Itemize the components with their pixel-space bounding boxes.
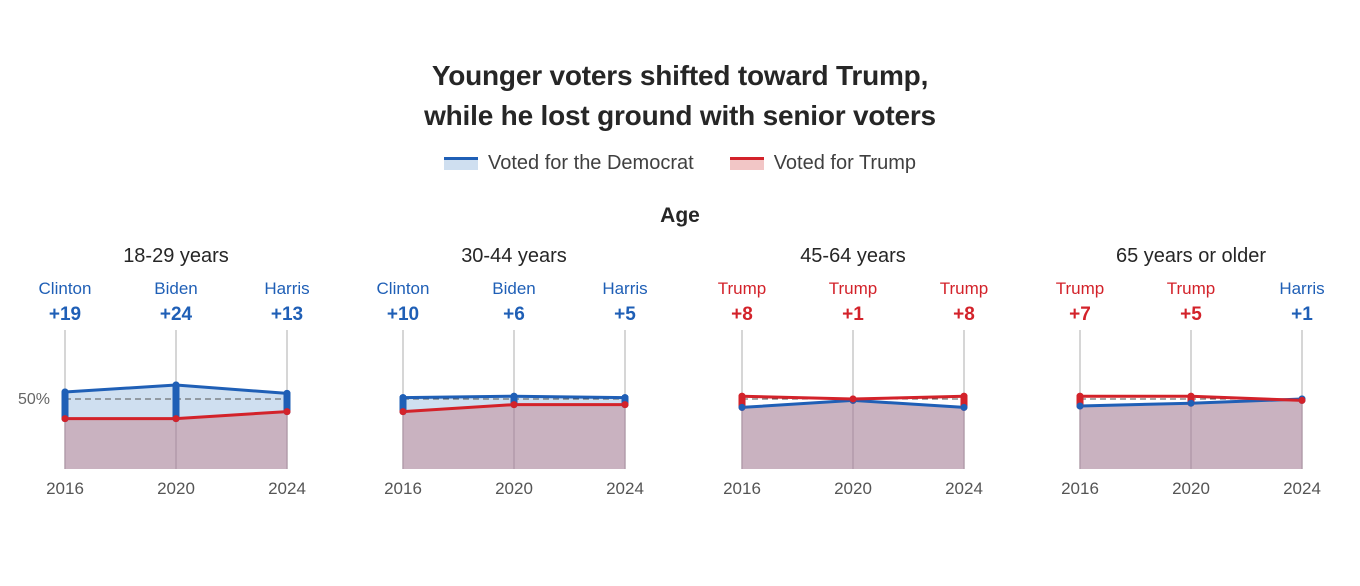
winner-name-label: Clinton: [39, 279, 92, 298]
trump-point: [172, 415, 180, 423]
winner-margin-label: +8: [953, 304, 975, 325]
x-tick-label: 2020: [834, 479, 872, 498]
democrat-point: [399, 394, 407, 402]
winner-margin-label: +8: [731, 304, 753, 325]
chart-title-line-1: Younger voters shifted toward Trump,: [431, 60, 929, 91]
winner-name-label: Trump: [829, 279, 878, 298]
x-tick-label: 2016: [723, 479, 761, 498]
winner-margin-label: +24: [160, 304, 193, 325]
trump-point: [61, 415, 69, 423]
reference-line-label: 50%: [18, 391, 50, 408]
trump-point: [1076, 392, 1084, 400]
x-tick-label: 2020: [157, 479, 195, 498]
trump-point: [960, 392, 968, 400]
panel-2: 30-44 years Clinton +10 Biden +6 Harris +5 2016…: [377, 245, 648, 498]
legend-label-trump: Voted for Trump: [773, 152, 916, 174]
winner-name-label: Trump: [1056, 279, 1105, 298]
panel-title: 18-29 years: [123, 245, 229, 267]
section-label: Age: [660, 204, 700, 227]
trump-point: [621, 401, 629, 409]
winner-name-label: Trump: [1167, 279, 1216, 298]
trump-point: [510, 401, 518, 409]
x-tick-label: 2016: [1061, 479, 1099, 498]
democrat-point: [1076, 402, 1084, 410]
winner-margin-label: +1: [842, 304, 864, 325]
winner-name-label: Biden: [154, 279, 197, 298]
democrat-point: [172, 381, 180, 389]
winner-margin-label: +5: [1180, 304, 1202, 325]
winner-name-label: Harris: [264, 279, 309, 298]
democrat-point: [960, 403, 968, 411]
trump-point: [399, 408, 407, 416]
x-tick-label: 2024: [945, 479, 983, 498]
panel-1: 18-29 years 50% Clinton +19 Biden +24 Harris +1…: [18, 245, 310, 498]
winner-name-label: Harris: [1279, 279, 1324, 298]
winner-name-label: Clinton: [377, 279, 430, 298]
winner-margin-label: +5: [614, 304, 636, 325]
x-tick-label: 2020: [1172, 479, 1210, 498]
winner-name-label: Trump: [718, 279, 767, 298]
chart-title-line-2: while he lost ground with senior voters: [424, 100, 936, 131]
democrat-point: [283, 389, 291, 397]
x-tick-label: 2024: [1283, 479, 1321, 498]
x-tick-label: 2016: [384, 479, 422, 498]
legend-swatch-democrat: [444, 157, 479, 170]
winner-margin-label: +19: [49, 304, 81, 325]
panel-3: 45-64 years Trump +8 Trump +1 Trump +8 2016 2020…: [718, 245, 989, 498]
panel-title: 65 years or older: [1116, 245, 1266, 267]
trump-point: [283, 408, 291, 416]
democrat-point: [621, 394, 629, 402]
trump-point: [1187, 392, 1195, 400]
trump-point: [738, 392, 746, 400]
x-tick-label: 2024: [606, 479, 644, 498]
x-tick-label: 2016: [46, 479, 84, 498]
winner-name-label: Biden: [492, 279, 535, 298]
legend-label-democrat: Voted for the Democrat: [488, 152, 694, 174]
winner-name-label: Trump: [940, 279, 989, 298]
legend: Voted for the Democrat Voted for Trump: [0, 152, 1360, 175]
x-tick-label: 2020: [495, 479, 533, 498]
chart-title: Younger voters shifted toward Trump, whi…: [0, 56, 1360, 136]
democrat-point: [1187, 399, 1195, 407]
trump-point: [1298, 396, 1306, 404]
democrat-point: [61, 388, 69, 396]
panel-4: 65 years or older Trump +7 Trump +5 Harris +1 2…: [1056, 245, 1325, 498]
legend-item-democrat: Voted for the Democrat: [444, 152, 694, 175]
democrat-point: [738, 403, 746, 411]
winner-margin-label: +1: [1291, 304, 1313, 325]
legend-item-trump: Voted for Trump: [729, 152, 916, 175]
trump-point: [849, 395, 857, 403]
democrat-point: [510, 392, 518, 400]
panel-title: 45-64 years: [800, 245, 906, 267]
legend-swatch-trump: [729, 157, 764, 170]
winner-margin-label: +7: [1069, 304, 1091, 325]
winner-margin-label: +13: [271, 304, 303, 325]
winner-margin-label: +6: [503, 304, 525, 325]
winner-name-label: Harris: [602, 279, 647, 298]
winner-margin-label: +10: [387, 304, 419, 325]
panel-title: 30-44 years: [461, 245, 567, 267]
x-tick-label: 2024: [268, 479, 306, 498]
